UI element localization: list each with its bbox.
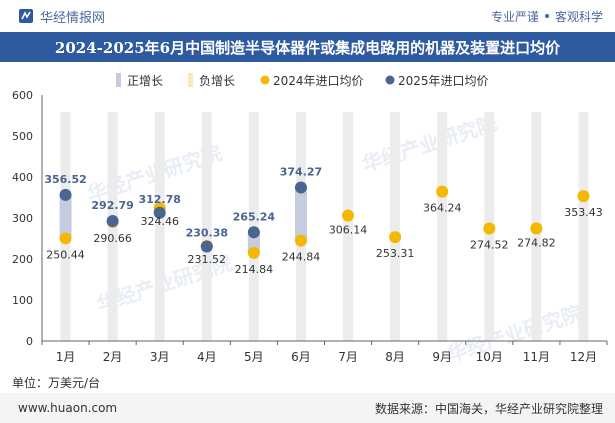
- data-label-2025: 374.27: [280, 166, 322, 179]
- point-2024[interactable]: [483, 222, 496, 235]
- top-bar: 华经情报网 专业严谨 客观科学: [0, 0, 615, 32]
- point-2024[interactable]: [59, 232, 72, 245]
- point-2024[interactable]: [247, 246, 260, 259]
- point-2024[interactable]: [389, 231, 402, 244]
- tagline: 专业严谨 客观科学: [491, 8, 603, 25]
- data-label-2025: 312.78: [138, 193, 180, 206]
- data-label-2025: 265.24: [233, 210, 276, 223]
- chart-title: 2024-2025年6月中国制造半导体器件或集成电路用的机器及装置进口均价: [54, 38, 561, 57]
- y-tick-label: 500: [12, 130, 33, 143]
- data-label-2024: 214.84: [235, 263, 274, 276]
- huajing-logo-icon: [19, 9, 33, 23]
- data-label-2024: 324.46: [140, 215, 179, 228]
- x-tick-label: 12月: [570, 350, 597, 364]
- x-tick-label: 3月: [150, 350, 170, 364]
- legend-2024-label: 2024年进口均价: [273, 74, 364, 88]
- point-2025[interactable]: [59, 188, 72, 201]
- data-label-2024: 274.52: [470, 238, 509, 251]
- footer: www.huaon.com 数据来源：中国海关，华经产业研究院整理: [0, 393, 615, 423]
- category-background-column: [201, 112, 212, 341]
- data-label-2024: 274.82: [517, 236, 556, 249]
- point-2025[interactable]: [106, 214, 119, 227]
- legend-positive-swatch: [116, 73, 121, 87]
- y-tick-label: 200: [12, 253, 33, 266]
- data-source: 数据来源：中国海关，华经产业研究院整理: [374, 401, 603, 416]
- title-bar: 2024-2025年6月中国制造半导体器件或集成电路用的机器及装置进口均价: [0, 32, 615, 62]
- positive-growth-bar: [59, 194, 72, 239]
- x-tick-label: 2月: [103, 350, 123, 364]
- y-tick-label: 400: [12, 171, 33, 184]
- data-label-2024: 253.31: [376, 247, 415, 260]
- category-background-column: [578, 112, 589, 341]
- y-tick-label: 600: [12, 89, 33, 102]
- data-label-2024: 231.52: [188, 253, 227, 266]
- point-2024[interactable]: [342, 209, 355, 222]
- unit-label: 单位：万美元/台: [12, 376, 101, 390]
- x-tick-label: 10月: [476, 350, 503, 364]
- data-label-2024: 353.43: [564, 206, 603, 219]
- y-tick-label: 0: [26, 335, 33, 348]
- point-2025[interactable]: [294, 181, 307, 194]
- tagline-separator-dot: [544, 14, 549, 18]
- tagline-left: 专业严谨: [490, 9, 539, 24]
- data-label-2024: 306.14: [329, 223, 368, 236]
- y-tick-label: 100: [12, 294, 33, 307]
- data-label-2024: 364.24: [423, 202, 462, 215]
- point-2024[interactable]: [436, 185, 449, 198]
- legend-negative-label: 负增长: [199, 74, 235, 88]
- legend-negative-swatch: [188, 73, 193, 87]
- point-2024[interactable]: [294, 234, 307, 247]
- data-label-2025: 292.79: [91, 199, 133, 212]
- data-label-2025: 356.52: [44, 173, 86, 186]
- x-tick-label: 7月: [338, 350, 358, 364]
- brand-name: 华经情报网: [40, 10, 106, 26]
- data-label-2024: 244.84: [282, 251, 321, 264]
- legend-positive-label: 正增长: [127, 74, 163, 88]
- watermark-text: 华经产业研究院: [359, 111, 500, 177]
- data-label-2025: 230.38: [186, 227, 228, 240]
- chart: 华经产业研究院华经产业研究院华经产业研究院华经产业研究院010020030040…: [12, 73, 608, 367]
- point-2025[interactable]: [153, 206, 166, 219]
- y-tick-label: 300: [12, 212, 33, 225]
- x-tick-label: 9月: [432, 350, 452, 364]
- brand: 华经情报网: [18, 7, 105, 26]
- category-background-column: [390, 112, 401, 341]
- x-tick-label: 5月: [244, 350, 264, 364]
- x-tick-label: 8月: [385, 350, 405, 364]
- category-background-column: [154, 112, 165, 341]
- point-2025[interactable]: [247, 226, 260, 239]
- point-2025[interactable]: [200, 240, 213, 253]
- x-tick-label: 1月: [56, 350, 76, 364]
- category-background-column: [343, 112, 354, 341]
- legend-2025-swatch: [385, 75, 395, 85]
- x-tick-label: 4月: [197, 350, 217, 364]
- watermark-text: 华经产业研究院: [444, 301, 585, 367]
- category-background-column: [437, 112, 448, 341]
- x-tick-label: 11月: [523, 350, 550, 364]
- data-label-2024: 250.44: [46, 248, 85, 261]
- legend-2024-swatch: [260, 75, 270, 85]
- legend-2025-label: 2025年进口均价: [398, 74, 489, 88]
- positive-growth-bar: [294, 187, 307, 241]
- point-2024[interactable]: [530, 222, 543, 235]
- x-tick-label: 6月: [291, 350, 311, 364]
- point-2024[interactable]: [577, 190, 590, 203]
- data-label-2024: 290.66: [93, 232, 132, 245]
- website-link[interactable]: www.huaon.com: [18, 401, 118, 415]
- tagline-right: 客观科学: [554, 9, 603, 24]
